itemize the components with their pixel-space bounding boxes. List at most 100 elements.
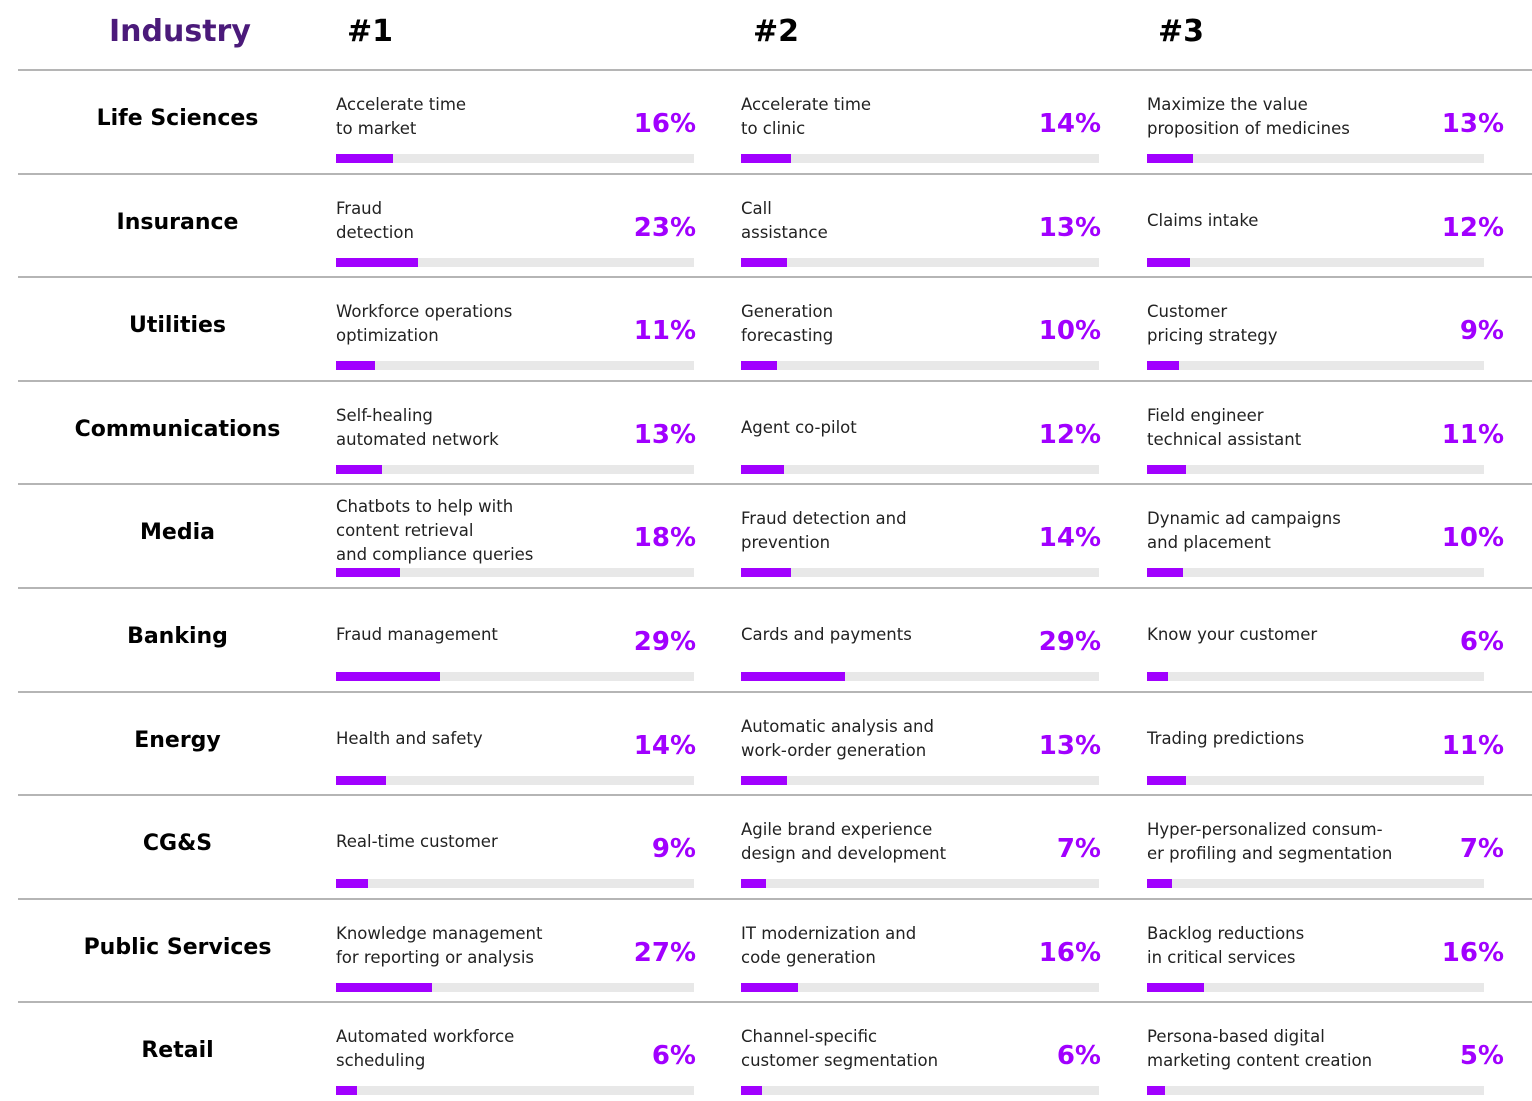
percent: 7% (1056, 834, 1101, 865)
percent: 11% (1441, 730, 1504, 761)
bar (1147, 982, 1205, 992)
bar-track (741, 775, 1099, 785)
bar-track (336, 982, 694, 992)
industry-name: Energy (134, 727, 221, 753)
industry-name: Public Services (83, 934, 272, 960)
separator (18, 69, 1532, 71)
use-case: IT modernization and code generation (741, 923, 917, 967)
bar (1147, 361, 1180, 371)
use-case: Chatbots to help with content retrieval … (336, 497, 534, 565)
percent: 14% (633, 730, 696, 761)
industry-header: Industry (109, 14, 251, 49)
bar-track (1147, 568, 1484, 578)
bar-track (1147, 879, 1484, 889)
bar-track (336, 775, 694, 785)
use-case: Real-time customer (336, 832, 498, 852)
bar (336, 982, 433, 992)
bar-track (336, 154, 694, 163)
percent: 10% (1441, 523, 1504, 554)
percent: 13% (1441, 109, 1504, 139)
bar-track (336, 672, 694, 681)
bar-track (336, 257, 694, 267)
bar (336, 361, 376, 371)
bar (1147, 672, 1169, 681)
percent: 12% (1038, 419, 1101, 450)
percent: 16% (1441, 937, 1504, 968)
use-case: Field engineer technical assistant (1147, 405, 1302, 449)
bar (741, 257, 788, 267)
use-case: Knowledge management for reporting or an… (336, 923, 543, 967)
bar-track (1147, 672, 1484, 681)
bar-track (336, 879, 694, 889)
percent: 13% (633, 419, 696, 450)
use-case: Know your customer (1147, 625, 1318, 644)
bar-track (741, 879, 1099, 889)
bar (741, 568, 791, 578)
percent: 18% (633, 523, 696, 554)
use-case: Backlog reductions in critical services (1147, 923, 1305, 967)
use-case: Fraud detection and prevention (741, 509, 907, 553)
bar (741, 672, 845, 681)
use-case: Hyper-personalized consum- er profiling … (1147, 820, 1393, 864)
use-case: Call assistance (741, 198, 828, 242)
bar (336, 568, 401, 578)
bar-track (336, 464, 694, 474)
industry-name: Communications (74, 416, 281, 442)
bar-track (1147, 361, 1484, 371)
bar (741, 775, 788, 785)
bar (336, 154, 394, 163)
separator (18, 897, 1532, 900)
separator (18, 379, 1532, 382)
use-case: Dynamic ad campaigns and placement (1147, 509, 1341, 553)
bar (336, 879, 369, 889)
separator (18, 794, 1532, 797)
bar (1147, 257, 1190, 267)
rank-header: #3 (1158, 14, 1205, 49)
percent: 6% (651, 1041, 696, 1072)
rank-header: #1 (347, 14, 394, 49)
use-case: Maximize the value proposition of medici… (1147, 95, 1350, 138)
bar (1147, 154, 1194, 163)
bar-track (741, 1086, 1099, 1096)
separator (18, 1001, 1532, 1004)
bar-track (741, 361, 1099, 371)
separator (18, 483, 1532, 486)
percent: 16% (1038, 937, 1101, 968)
use-case: Customer pricing strategy (1147, 302, 1278, 346)
bar (1147, 775, 1187, 785)
percent: 14% (1038, 109, 1101, 139)
bar-track (1147, 154, 1484, 163)
separator (18, 172, 1532, 175)
bar (1147, 879, 1172, 889)
industry-name: Life Sciences (96, 106, 259, 131)
use-case: Automatic analysis and work-order genera… (741, 716, 934, 760)
bar (741, 879, 766, 889)
bar (741, 1086, 763, 1096)
percent: 27% (633, 937, 696, 968)
industry-name: Media (140, 520, 215, 546)
bar (1147, 1086, 1165, 1096)
percent: 6% (1459, 627, 1504, 657)
bar (336, 464, 383, 474)
bar-track (1147, 1086, 1484, 1096)
bar (741, 361, 777, 371)
use-case: Agile brand experience design and develo… (741, 820, 947, 864)
bar-track (1147, 775, 1484, 785)
bar (1147, 568, 1183, 578)
percent: 6% (1056, 1041, 1101, 1072)
industry-name: Retail (141, 1038, 214, 1064)
bar (741, 464, 784, 474)
bar-track (741, 568, 1099, 578)
use-case: Self-healing automated network (336, 405, 499, 449)
use-case: Channel-specific customer segmentation (741, 1027, 939, 1071)
use-case: Automated workforce scheduling (336, 1027, 515, 1071)
bar (741, 982, 799, 992)
industry-name: Banking (127, 624, 228, 649)
percent: 7% (1459, 834, 1504, 865)
percent: 16% (633, 109, 696, 139)
percent: 9% (651, 834, 696, 865)
bar-track (741, 672, 1099, 681)
percent: 9% (1459, 316, 1504, 347)
bar-track (741, 982, 1099, 992)
